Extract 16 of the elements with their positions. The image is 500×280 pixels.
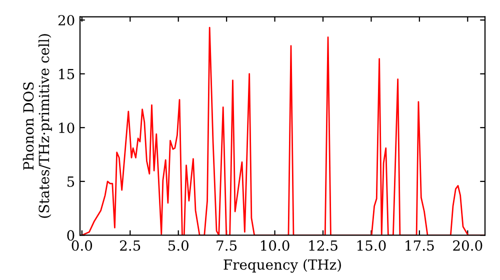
x-tick-label: 0.0 xyxy=(72,240,92,251)
x-tick-label: 12.5 xyxy=(309,240,338,251)
y-tick-label: 10 xyxy=(59,122,74,134)
x-tick-label: 2.5 xyxy=(120,240,140,251)
x-tick-label: 20.0 xyxy=(453,240,482,251)
x-axis-title: Frequency (THz) xyxy=(224,259,341,273)
x-tick-label: 17.5 xyxy=(406,240,434,251)
y-tick-label: 0 xyxy=(67,230,74,241)
x-tick-label: 5.0 xyxy=(168,240,188,251)
y-tick-label: 5 xyxy=(67,176,74,187)
y-axis-title: Phonon DOS (States/THz·primitive cell) xyxy=(22,34,52,218)
x-tick-label: 10.0 xyxy=(261,240,290,251)
x-tick-label: 15.0 xyxy=(357,240,386,251)
y-tick-label: 20 xyxy=(58,14,74,26)
y-tick-label: 15 xyxy=(59,68,74,80)
x-tick-label: 7.5 xyxy=(216,240,237,251)
